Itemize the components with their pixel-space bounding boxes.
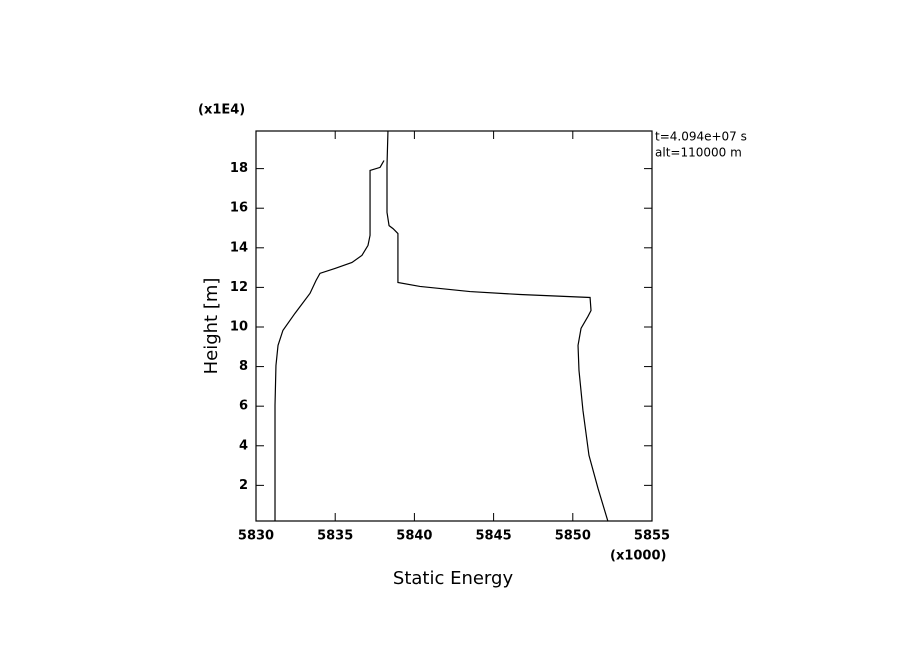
annotation: alt=110000 m bbox=[655, 146, 742, 160]
y-tick-label: 16 bbox=[230, 201, 248, 216]
x-scale-label: (x1000) bbox=[610, 549, 666, 564]
y-tick-label: 6 bbox=[239, 399, 248, 414]
y-tick-label: 12 bbox=[230, 280, 248, 295]
y-tick-label: 2 bbox=[239, 478, 248, 493]
plot-frame bbox=[255, 130, 653, 522]
x-axis-label: Static Energy bbox=[393, 568, 514, 589]
y-tick-label: 8 bbox=[239, 359, 248, 374]
x-tick-label: 5840 bbox=[396, 529, 432, 544]
annotation: t=4.094e+07 s bbox=[655, 130, 747, 144]
y-tick-label: 10 bbox=[230, 319, 248, 334]
x-tick-label: 5850 bbox=[555, 529, 591, 544]
y-tick-label: 4 bbox=[239, 438, 248, 453]
x-tick-label: 5835 bbox=[317, 529, 353, 544]
x-tick-label: 5845 bbox=[476, 529, 512, 544]
x-tick-label: 5830 bbox=[238, 529, 274, 544]
data-line bbox=[274, 131, 609, 522]
y-tick-label: 14 bbox=[230, 240, 248, 255]
y-axis-label: Height [m] bbox=[201, 278, 222, 375]
y-tick-label: 18 bbox=[230, 161, 248, 176]
x-tick-label: 5855 bbox=[634, 529, 670, 544]
y-scale-label: (x1E4) bbox=[198, 103, 245, 118]
